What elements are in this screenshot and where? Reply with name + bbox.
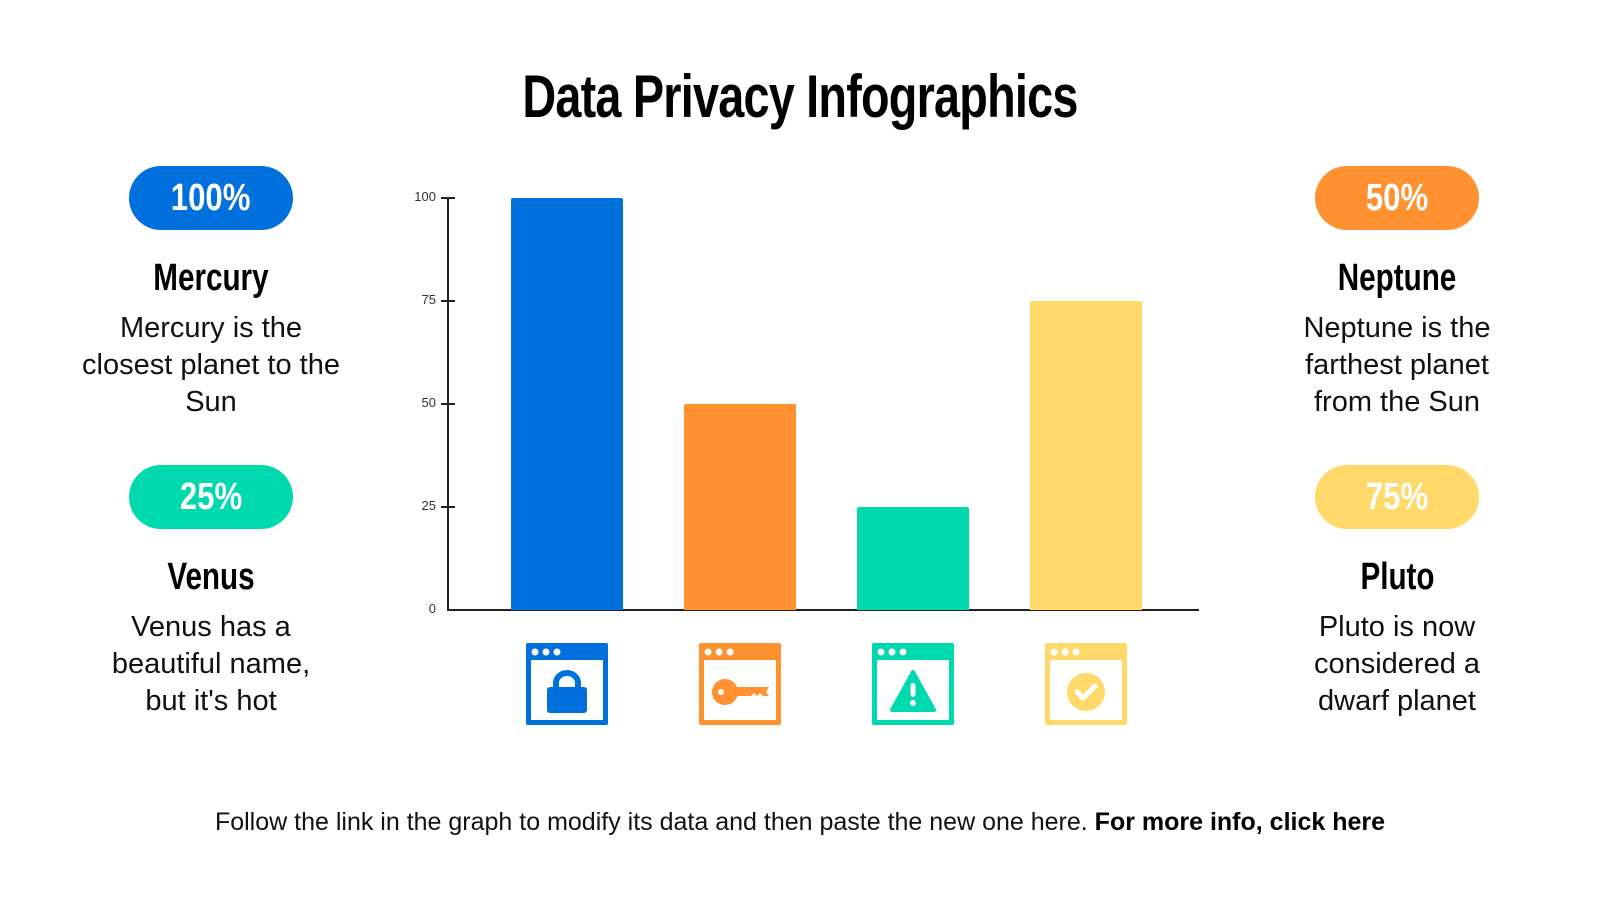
stat-block-pluto: 75% Pluto Pluto is now considered a dwar… <box>1247 465 1547 720</box>
y-tick <box>441 300 455 302</box>
block-description: Pluto is now considered a dwarf planet <box>1313 611 1481 717</box>
lock-window-icon <box>526 643 608 725</box>
block-description: Neptune is the farthest planet from the … <box>1303 312 1491 418</box>
percent-badge: 25% <box>129 465 293 529</box>
percent-badge: 100% <box>129 166 293 230</box>
y-tick-label: 0 <box>428 601 436 616</box>
block-description: Venus has a beautiful name, but it's hot <box>111 611 311 717</box>
y-tick-label: 100 <box>414 189 436 204</box>
bar-key[interactable] <box>684 404 796 610</box>
percent-badge: 75% <box>1315 465 1479 529</box>
more-info-link[interactable]: For more info, click here <box>1094 808 1386 836</box>
bar-lock[interactable] <box>511 198 623 610</box>
block-title: Neptune <box>1337 257 1457 299</box>
percent-badge: 50% <box>1315 166 1479 230</box>
y-tick-label: 50 <box>421 395 436 410</box>
check-window-icon <box>1045 643 1127 725</box>
stat-block-mercury: 100% Mercury Mercury is the closest plan… <box>61 166 361 421</box>
bar-check[interactable] <box>1030 301 1142 610</box>
y-tick <box>441 506 455 508</box>
block-title: Venus <box>167 556 255 598</box>
block-title: Pluto <box>1359 556 1435 598</box>
stat-block-neptune: 50% Neptune Neptune is the farthest plan… <box>1247 166 1547 421</box>
y-tick <box>441 403 455 405</box>
footer-note: Follow the link in the graph to modify i… <box>214 808 1386 836</box>
y-tick <box>441 197 455 199</box>
warning-window-icon <box>872 643 954 725</box>
stat-block-venus: 25% Venus Venus has a beautiful name, bu… <box>61 465 361 720</box>
block-title: Mercury <box>153 257 269 299</box>
bar-warning[interactable] <box>857 507 969 610</box>
y-tick-label: 75 <box>421 292 436 307</box>
y-tick-label: 25 <box>421 498 436 513</box>
block-description: Mercury is the closest planet to the Sun <box>82 312 340 418</box>
page-title: Data Privacy Infographics <box>522 63 1078 130</box>
key-window-icon <box>699 643 781 725</box>
x-axis <box>447 609 1199 611</box>
